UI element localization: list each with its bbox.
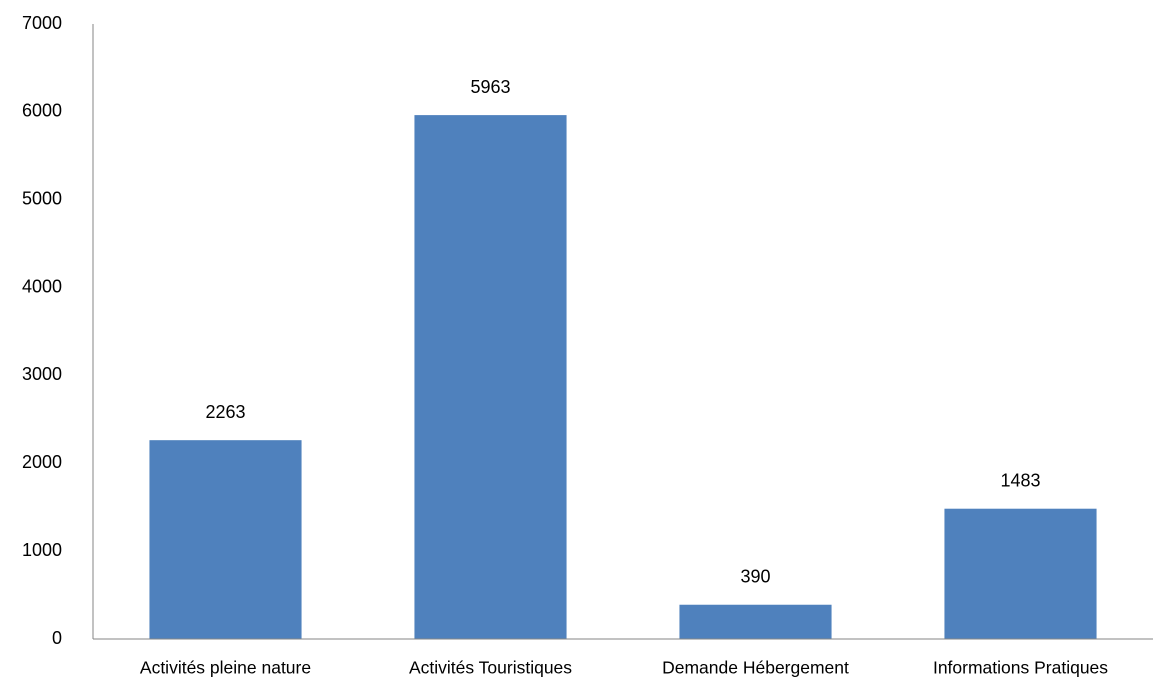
y-tick-label: 6000	[22, 101, 62, 121]
x-tick-label: Activités pleine nature	[140, 658, 311, 678]
data-label: 390	[740, 566, 770, 586]
y-tick-label: 7000	[22, 13, 62, 33]
y-tick-label: 3000	[22, 364, 62, 384]
bar	[149, 440, 302, 639]
data-label: 1483	[1000, 470, 1040, 490]
bar	[944, 508, 1097, 639]
y-tick-label: 2000	[22, 452, 62, 472]
x-tick-label: Demande Hébergement	[662, 658, 849, 678]
data-label: 5963	[470, 77, 510, 97]
y-tick-label: 0	[52, 628, 62, 648]
bar	[679, 604, 832, 639]
bar	[414, 115, 567, 640]
y-tick-label: 5000	[22, 188, 62, 208]
x-tick-label: Informations Pratiques	[933, 658, 1108, 678]
x-tick-label: Activités Touristiques	[409, 658, 572, 678]
data-label: 2263	[205, 402, 245, 422]
y-tick-label: 4000	[22, 276, 62, 296]
y-tick-label: 1000	[22, 540, 62, 560]
